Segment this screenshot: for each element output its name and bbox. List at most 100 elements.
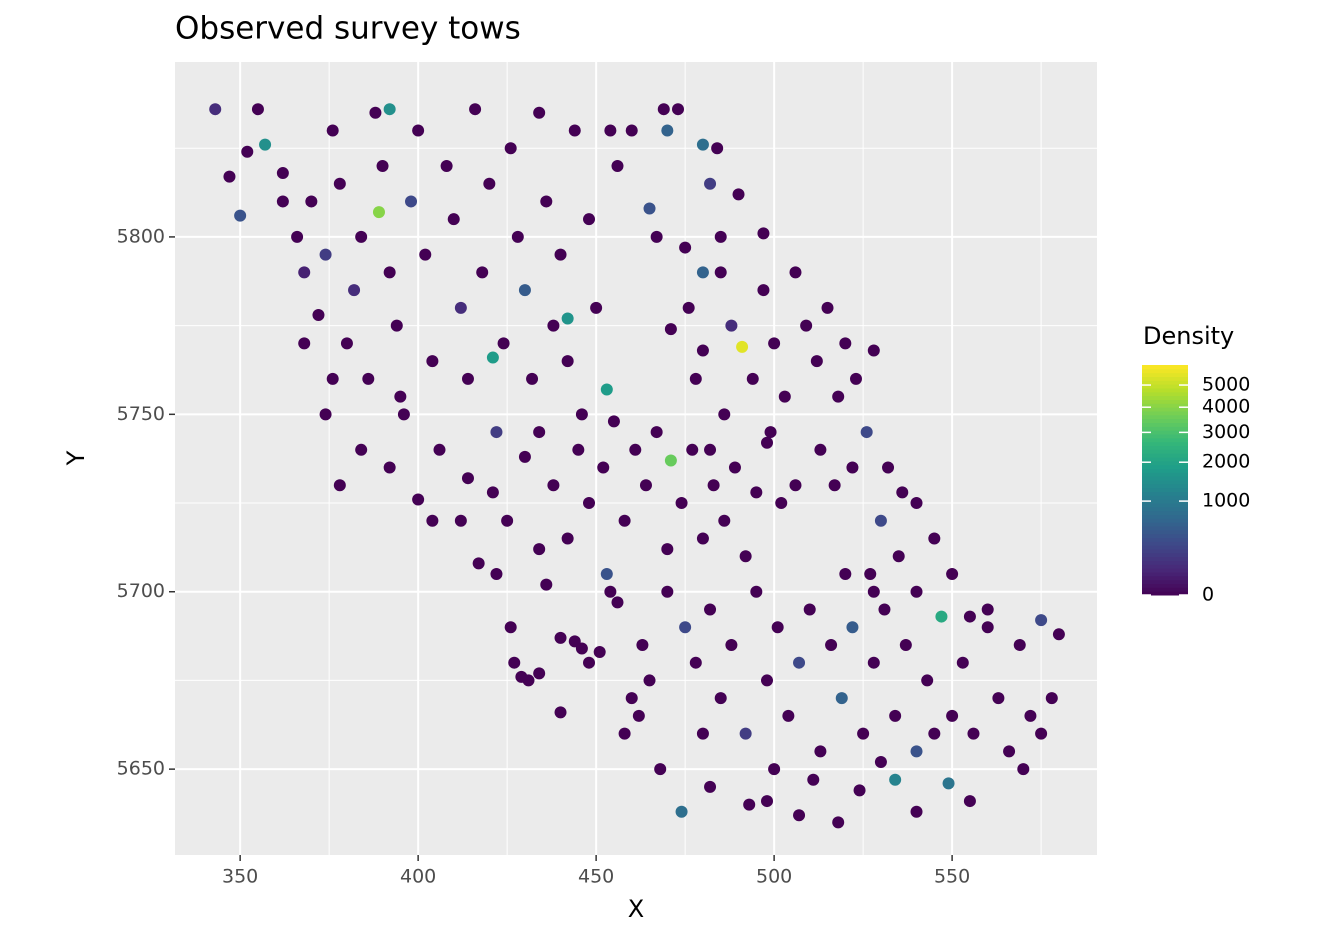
point: [259, 138, 272, 151]
point: [390, 319, 403, 332]
point: [839, 567, 852, 580]
legend-gradient: [1142, 579, 1188, 584]
point: [383, 266, 396, 279]
point: [333, 479, 346, 492]
legend-gradient: [1142, 575, 1188, 581]
legend-gradient: [1142, 441, 1188, 446]
point: [533, 106, 546, 119]
point: [554, 631, 567, 644]
point: [600, 567, 613, 580]
point: [732, 188, 745, 201]
point: [764, 426, 777, 439]
point: [419, 248, 432, 261]
point: [946, 709, 959, 722]
point: [675, 805, 688, 818]
point: [397, 408, 410, 421]
point: [672, 103, 685, 116]
point: [1024, 709, 1037, 722]
legend-gradient: [1142, 545, 1188, 550]
point: [889, 709, 902, 722]
point: [846, 461, 859, 474]
point: [928, 532, 941, 545]
point: [778, 390, 791, 403]
point: [882, 461, 895, 474]
x-axis-label: X: [628, 895, 644, 923]
point: [853, 784, 866, 797]
point: [789, 266, 802, 279]
point: [878, 603, 891, 616]
plot-panel: [175, 62, 1097, 855]
legend-gradient: [1142, 518, 1188, 523]
legend-gradient: [1142, 453, 1188, 458]
legend-gradient: [1142, 457, 1188, 462]
point: [533, 667, 546, 680]
point: [454, 301, 467, 314]
point: [889, 773, 902, 786]
point: [707, 479, 720, 492]
point: [803, 603, 816, 616]
point: [825, 638, 838, 651]
point: [725, 319, 738, 332]
point: [714, 266, 727, 279]
legend-gradient: [1142, 522, 1188, 527]
legend-gradient: [1142, 384, 1188, 389]
legend-gradient: [1142, 430, 1188, 435]
point: [533, 543, 546, 556]
point: [508, 656, 521, 669]
x-tick-label: 350: [222, 866, 258, 888]
legend-tick-label: 1000: [1202, 490, 1250, 512]
point: [1003, 745, 1016, 758]
legend-gradient: [1142, 487, 1188, 492]
point: [319, 408, 332, 421]
point: [1052, 628, 1065, 641]
point: [312, 308, 325, 321]
point: [896, 486, 909, 499]
point: [793, 656, 806, 669]
point: [547, 319, 560, 332]
point: [867, 344, 880, 357]
point: [714, 692, 727, 705]
point: [874, 514, 887, 527]
point: [675, 497, 688, 510]
point: [298, 266, 311, 279]
point: [469, 103, 482, 116]
point: [547, 479, 560, 492]
point: [867, 585, 880, 598]
y-tick-label: 5650: [117, 758, 165, 780]
point: [725, 638, 738, 651]
y-axis-label: Y: [62, 450, 90, 466]
point: [768, 763, 781, 776]
point: [832, 816, 845, 829]
legend-gradient: [1142, 549, 1188, 554]
point: [561, 532, 574, 545]
point: [935, 610, 948, 623]
point: [561, 312, 574, 325]
point: [714, 230, 727, 243]
point: [412, 493, 425, 506]
point: [814, 745, 827, 758]
point: [664, 323, 677, 336]
point: [654, 763, 667, 776]
point: [696, 266, 709, 279]
legend-gradient: [1142, 564, 1188, 569]
point: [518, 284, 531, 297]
point: [782, 709, 795, 722]
point: [696, 344, 709, 357]
point: [625, 692, 638, 705]
point: [355, 443, 368, 456]
point: [810, 355, 823, 368]
point: [333, 177, 346, 190]
point: [483, 177, 496, 190]
point: [572, 443, 585, 456]
point: [326, 372, 339, 385]
point: [661, 585, 674, 598]
y-tick-label: 5800: [117, 225, 165, 247]
legend-tick-label: 2000: [1202, 451, 1250, 473]
legend-gradient: [1142, 403, 1188, 408]
point: [942, 777, 955, 790]
point: [251, 103, 264, 116]
point: [611, 596, 624, 609]
point: [728, 461, 741, 474]
point: [632, 709, 645, 722]
legend-gradient: [1142, 476, 1188, 481]
